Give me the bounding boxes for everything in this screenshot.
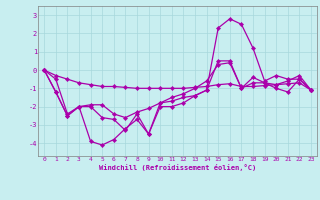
X-axis label: Windchill (Refroidissement éolien,°C): Windchill (Refroidissement éolien,°C) xyxy=(99,164,256,171)
